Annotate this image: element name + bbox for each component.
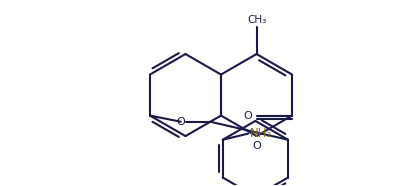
Text: O: O xyxy=(176,117,185,127)
Text: NH₂: NH₂ xyxy=(250,127,272,140)
Text: O: O xyxy=(243,110,252,121)
Text: CH₃: CH₃ xyxy=(247,15,266,25)
Text: O: O xyxy=(252,141,261,151)
